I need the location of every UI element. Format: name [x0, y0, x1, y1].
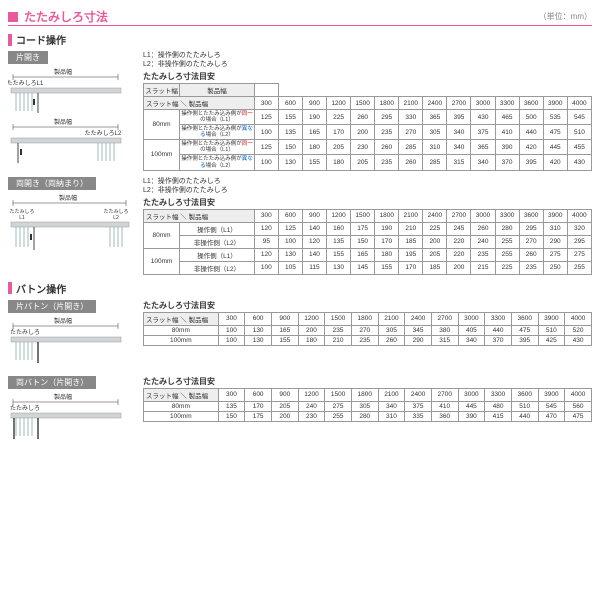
table-2: スラット幅 ＼ 製品幅30060090012001500180021002400… — [143, 209, 592, 275]
th-pw: 製品幅 — [180, 84, 255, 97]
content-4: たたみしろ寸法目安 スラット幅 ＼ 製品幅3006009001200150018… — [143, 376, 592, 422]
table-4: スラット幅 ＼ 製品幅30060090012001500180021002400… — [143, 388, 592, 422]
unit-label: （単位：mm） — [539, 11, 592, 22]
tag-3: 片バトン（片開き） — [8, 300, 96, 313]
block-4: 両バトン（片開き） 製品幅 たたみしろ たたみしろ寸法目安 スラット幅 ＼ 製品… — [8, 376, 592, 446]
section-text: コード操作 — [16, 32, 66, 47]
section-bar-2 — [8, 282, 12, 294]
section-bar — [8, 34, 12, 46]
svg-text:製品幅: 製品幅 — [54, 68, 72, 76]
table-row: 操作側とたたみ込み側が異なる場合（L2）10013015518020523526… — [144, 155, 592, 170]
block-2: 両開き（両納まり） 製品幅 たたみしろ L1 たたみしろ L2 L1：操作側のた… — [8, 177, 592, 275]
legend-l1b: L1：操作側のたたみしろ — [143, 177, 592, 186]
table-1: スラット幅製品幅 — [143, 83, 592, 97]
diagram-svg-4: 製品幅 たたみしろ — [8, 391, 138, 446]
svg-text:L1: L1 — [19, 215, 25, 221]
svg-text:L2: L2 — [113, 215, 119, 221]
svg-text:たたみしろL2: たたみしろL2 — [85, 130, 122, 137]
diagram-4: 両バトン（片開き） 製品幅 たたみしろ — [8, 376, 143, 446]
svg-text:たたみしろ: たたみしろ — [10, 329, 40, 336]
content-1: L1：操作側のたたみしろ L2：非操作側のたたみしろ たたみしろ寸法目安 スラッ… — [143, 51, 592, 171]
diagram-svg-3: 製品幅 たたみしろ — [8, 315, 138, 370]
table-title-2: たたみしろ寸法目安 — [143, 197, 592, 208]
header-row: スラット幅 ＼ 製品幅30060090012001500180021002400… — [144, 388, 592, 401]
table-title-1: たたみしろ寸法目安 — [143, 71, 592, 82]
table-row: 100mm10013015518021023526029031534037039… — [144, 335, 592, 345]
table-row: 操作側とたたみ込み側が異なる場合（L2）10013516517020023527… — [144, 125, 592, 140]
svg-text:たたみしろ: たたみしろ — [10, 405, 40, 412]
table-row: 80mm135170205240275305340375410445480510… — [144, 401, 592, 411]
content-3: たたみしろ寸法目安 スラット幅 ＼ 製品幅3006009001200150018… — [143, 300, 592, 346]
tag-4: 両バトン（片開き） — [8, 376, 96, 389]
header-row: スラット幅 ＼ 製品幅30060090012001500180021002400… — [144, 97, 592, 110]
block-3: 片バトン（片開き） 製品幅 たたみしろ たたみしろ寸法目安 スラット幅 ＼ 製品… — [8, 300, 592, 370]
section-cord: コード操作 — [8, 32, 592, 47]
header-row: スラット幅 ＼ 製品幅30060090012001500180021002400… — [144, 209, 592, 222]
legend-l2b: L2：非操作側のたたみしろ — [143, 186, 592, 195]
diagram-2: 両開き（両納まり） 製品幅 たたみしろ L1 たたみしろ L2 — [8, 177, 143, 262]
svg-text:製品幅: 製品幅 — [59, 194, 77, 202]
legend-2: L1：操作側のたたみしろ L2：非操作側のたたみしろ — [143, 177, 592, 195]
header-row: スラット幅 ＼ 製品幅30060090012001500180021002400… — [144, 312, 592, 325]
table-row: 100mm操作側とたたみ込み側が同一の場合（L1）125150180205230… — [144, 140, 592, 155]
main-title: たたみしろ寸法 （単位：mm） — [8, 8, 592, 26]
svg-text:製品幅: 製品幅 — [54, 393, 72, 401]
table-row: 非操作側（L2）10010511513014515517018520021522… — [144, 261, 592, 274]
tag-1: 片開き — [8, 51, 48, 64]
svg-text:たたみしろL1: たたみしろL1 — [8, 80, 44, 87]
table-row: 100mm15017520023025528031033536039041544… — [144, 411, 592, 421]
table-title-3: たたみしろ寸法目安 — [143, 300, 592, 311]
tag-2: 両開き（両納まり） — [8, 177, 96, 190]
title-text: たたみしろ寸法 — [24, 8, 539, 25]
svg-text:製品幅: 製品幅 — [54, 317, 72, 325]
svg-text:製品幅: 製品幅 — [54, 118, 72, 126]
table-title-4: たたみしろ寸法目安 — [143, 376, 592, 387]
table-row: 100mm操作側（L1）1201301401551651801952052202… — [144, 248, 592, 261]
title-square — [8, 12, 18, 22]
content-2: L1：操作側のたたみしろ L2：非操作側のたたみしろ たたみしろ寸法目安 スラッ… — [143, 177, 592, 275]
legend-l2: L2：非操作側のたたみしろ — [143, 60, 592, 69]
diagram-3: 片バトン（片開き） 製品幅 たたみしろ — [8, 300, 143, 370]
table-1b: スラット幅 ＼ 製品幅30060090012001500180021002400… — [143, 96, 592, 170]
diagram-svg-2: 製品幅 たたみしろ L1 たたみしろ L2 — [8, 192, 138, 262]
th-width — [254, 84, 278, 97]
legend-l1: L1：操作側のたたみしろ — [143, 51, 592, 60]
th-slat: スラット幅 — [144, 84, 180, 97]
legend-1: L1：操作側のたたみしろ L2：非操作側のたたみしろ — [143, 51, 592, 69]
table-row: 非操作側（L2）95100120135150170185200220240255… — [144, 235, 592, 248]
block-1: 片開き 製品幅 たたみしろL1 製品幅 たたみしろL2 — [8, 51, 592, 171]
table-3: スラット幅 ＼ 製品幅30060090012001500180021002400… — [143, 312, 592, 346]
table-row: 80mm操作側（L1）12012514016017519021022524526… — [144, 222, 592, 235]
section-baton: バトン操作 — [8, 281, 592, 296]
diagram-1: 片開き 製品幅 たたみしろL1 製品幅 たたみしろL2 — [8, 51, 143, 166]
section-text-2: バトン操作 — [16, 281, 66, 296]
table-row: 80mm100130165200235270305345380405440475… — [144, 325, 592, 335]
diagram-svg-1: 製品幅 たたみしろL1 製品幅 たたみしろL2 — [8, 66, 138, 166]
table-row: 80mm操作側とたたみ込み側が同一の場合（L1）1251551902252602… — [144, 110, 592, 125]
